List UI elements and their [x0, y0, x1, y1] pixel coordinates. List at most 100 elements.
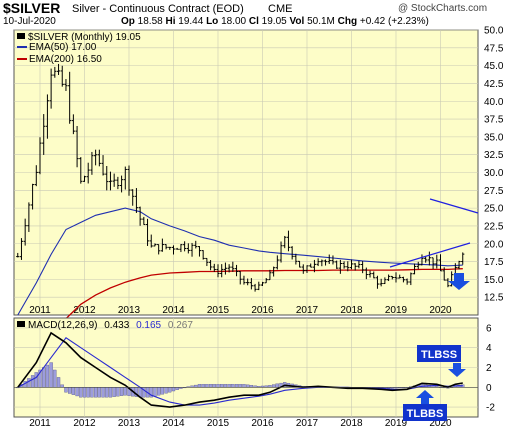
legend-macd-v1: 0.433: [104, 320, 129, 331]
price-arrow-shape: [448, 273, 470, 290]
price-bar: [368, 270, 372, 278]
macd-hist-bar: [27, 378, 31, 388]
price-bar: [401, 276, 406, 283]
macd-hist-bar: [93, 387, 98, 398]
price-bar: [246, 278, 250, 286]
price-bar: [390, 275, 394, 280]
macd-hist-bar: [216, 384, 220, 388]
macd-legend: MACD(12,26,9) 0.433 0.165 0.267: [17, 320, 193, 331]
close-label: Cl: [248, 16, 259, 27]
price-bar: [327, 254, 331, 265]
legend-macd-v2: 0.165: [136, 320, 161, 331]
macd-hist-bar: [197, 384, 202, 388]
macd-x-tick-6: 2017: [296, 418, 319, 429]
macd-hist-bar: [116, 387, 120, 397]
price-bar: [375, 275, 380, 289]
price-bar: [301, 264, 305, 274]
price-bar: [357, 260, 361, 269]
price-bar: [27, 202, 31, 232]
price-bar: [253, 283, 257, 292]
macd-histogram: [16, 362, 465, 398]
price-y-tick-2: 17.5: [484, 257, 504, 268]
price-bar: [234, 264, 239, 277]
high-label: Hi: [165, 16, 176, 27]
open-label: Op: [121, 16, 135, 27]
legend-ema50: EMA(50) 17.00: [29, 42, 97, 53]
macd-hist-bar: [160, 387, 165, 395]
price-bar: [249, 278, 253, 290]
price-bar: [238, 270, 242, 285]
price-bar: [442, 267, 446, 281]
price-bar: [457, 260, 461, 270]
macd-y-tick-1: 0: [486, 383, 492, 394]
macd-hist-bar: [60, 384, 64, 388]
price-y-tick-5: 25.0: [484, 204, 504, 215]
price-bar: [394, 272, 398, 283]
tlbss-label: TLBSS: [421, 349, 457, 361]
macd-hist-bar: [90, 387, 94, 398]
price-bar: [320, 259, 324, 267]
price-bar: [398, 274, 402, 279]
price-bar: [16, 252, 20, 258]
price-bar: [309, 263, 313, 268]
macd-x-tick-1: 2012: [73, 418, 96, 429]
price-bar: [353, 263, 357, 271]
macd-hist-bar: [123, 387, 127, 396]
price-bar: [71, 114, 75, 135]
price-bar: [268, 269, 272, 281]
tlbss-badge-box: [417, 345, 461, 362]
macd-y-tick-2: 2: [486, 363, 492, 374]
macd-hist-bar: [97, 387, 101, 398]
price-bar: [405, 278, 409, 285]
price-bar: [157, 244, 161, 255]
instrument-description: Silver - Continuous Contract (EOD): [72, 3, 244, 15]
price-bar: [283, 235, 287, 249]
price-bar: [364, 267, 368, 280]
price-y-tick-13: 45.0: [484, 61, 504, 72]
price-bar: [56, 63, 61, 75]
price-bar: [75, 126, 79, 168]
price-y-tick-3: 20.0: [484, 239, 504, 250]
price-y-tick-1: 15.0: [484, 275, 504, 286]
price-x-axis: 2011 2012 2013 2014 2015 2016 2017 2018 2019 2020: [29, 305, 452, 316]
price-bar: [290, 246, 294, 260]
watermark: @ StockCharts.com: [398, 3, 488, 14]
price-bar: [168, 246, 172, 250]
price-bar: [34, 165, 38, 187]
price-bar: [179, 244, 183, 253]
macd-hist-bar: [49, 362, 53, 388]
price-bar: [223, 262, 228, 275]
macd-hist-bar: [79, 387, 83, 398]
low-label: Lo: [206, 16, 219, 27]
price-bar: [412, 263, 417, 275]
price-bar: [420, 254, 424, 266]
price-bar: [416, 261, 420, 270]
price-bars: [16, 63, 465, 292]
price-bar: [216, 264, 220, 278]
macd-hist-bar: [82, 387, 87, 398]
macd-hist-bar: [45, 364, 50, 388]
tlbbs-up-arrow-icon: [416, 390, 434, 404]
price-bar: [383, 277, 387, 285]
macd-hist-bar: [68, 387, 72, 394]
macd-y-axis: -2 0 2 4 6: [486, 323, 495, 413]
price-bar: [361, 261, 365, 274]
legend-macd: MACD(12,26,9) 0.433 0.165 0.267: [28, 320, 193, 331]
price-bar: [45, 94, 50, 139]
high-value: 19.44: [178, 16, 204, 27]
macd-y-tick-0: -2: [486, 403, 495, 414]
price-bar: [438, 254, 443, 272]
quote-line: Op 18.58 Hi 19.44 Lo 18.00 Cl 19.05 Vol …: [121, 16, 429, 27]
macd-x-tick-4: 2015: [207, 418, 230, 429]
price-bar: [23, 218, 27, 246]
macd-hist-bar: [212, 384, 216, 388]
price-bar: [424, 256, 428, 263]
price-bar: [94, 149, 98, 166]
price-x-tick-8: 2019: [385, 305, 408, 316]
price-bar: [142, 216, 146, 226]
price-bar: [386, 274, 391, 282]
macd-hist-bar: [30, 375, 35, 388]
price-bar: [257, 281, 261, 291]
price-x-tick-1: 2012: [73, 305, 96, 316]
